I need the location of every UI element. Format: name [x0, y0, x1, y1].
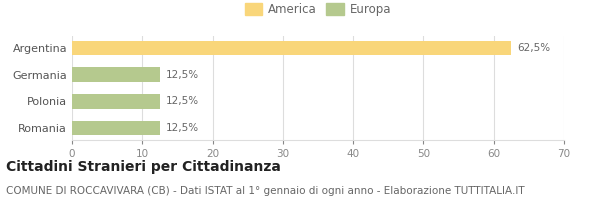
- Text: 12,5%: 12,5%: [166, 96, 199, 106]
- Bar: [72, 41, 511, 55]
- Text: 12,5%: 12,5%: [166, 70, 199, 80]
- Text: 12,5%: 12,5%: [166, 123, 199, 133]
- Text: Cittadini Stranieri per Cittadinanza: Cittadini Stranieri per Cittadinanza: [6, 160, 281, 174]
- Text: COMUNE DI ROCCAVIVARA (CB) - Dati ISTAT al 1° gennaio di ogni anno - Elaborazion: COMUNE DI ROCCAVIVARA (CB) - Dati ISTAT …: [6, 186, 524, 196]
- Bar: [72, 121, 160, 135]
- Text: 62,5%: 62,5%: [517, 43, 550, 53]
- Legend: America, Europa: America, Europa: [240, 0, 396, 21]
- Bar: [72, 94, 160, 109]
- Bar: [72, 67, 160, 82]
